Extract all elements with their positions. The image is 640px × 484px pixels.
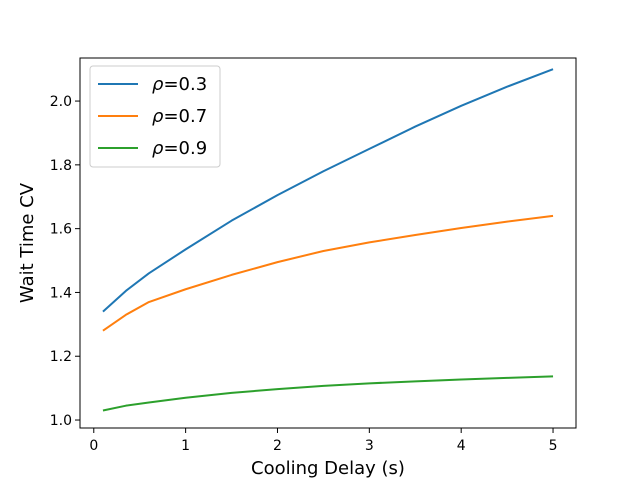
x-tick-label: 1 <box>181 438 190 454</box>
legend-label-2: ρ=0.7 <box>152 106 207 127</box>
y-tick-label: 1.8 <box>50 158 72 174</box>
y-axis-label: Wait Time CV <box>17 182 38 303</box>
legend: ρ=0.3 ρ=0.7 ρ=0.9 <box>89 65 221 168</box>
legend-frame <box>89 65 221 168</box>
x-tick-label: 3 <box>365 438 374 454</box>
series-line-2 <box>102 214 554 332</box>
y-tick-label: 2.0 <box>50 94 72 110</box>
y-tick-label: 1.2 <box>50 349 72 365</box>
x-tick-label: 4 <box>457 438 466 454</box>
plot-area-frame <box>79 57 577 429</box>
legend-label-3: ρ=0.9 <box>152 138 207 159</box>
y-tick-label: 1.6 <box>50 222 72 238</box>
x-tick-label: 2 <box>273 438 282 454</box>
legend-items: ρ=0.3 ρ=0.7 ρ=0.9 <box>98 74 207 159</box>
y-tick-label: 1.0 <box>50 413 72 429</box>
x-axis-label: Cooling Delay (s) <box>251 458 405 479</box>
x-tick-label: 0 <box>89 438 98 454</box>
series-line-1 <box>102 68 554 313</box>
y-tick-label: 1.4 <box>50 285 72 301</box>
y-axis-ticks: 1.0 1.2 1.4 1.6 1.8 2.0 <box>50 94 80 429</box>
series-line-3 <box>102 375 554 412</box>
legend-label-1: ρ=0.3 <box>152 74 207 95</box>
x-axis-ticks: 0 1 2 3 4 5 <box>89 428 557 454</box>
series-layer <box>102 68 554 412</box>
x-tick-label: 5 <box>549 438 558 454</box>
